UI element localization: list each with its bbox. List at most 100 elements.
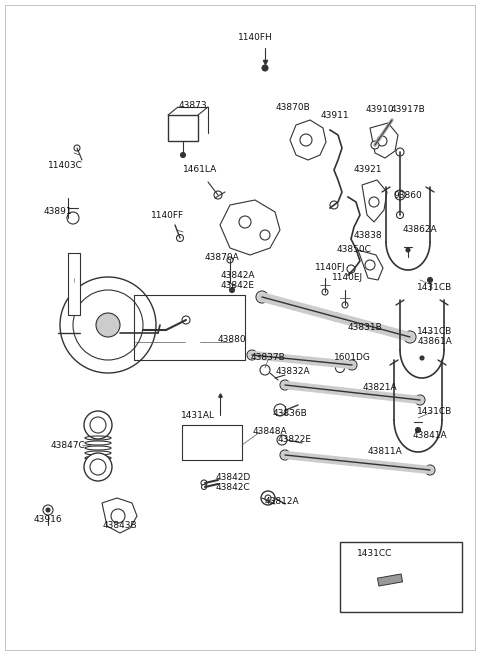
Circle shape xyxy=(396,148,404,156)
Circle shape xyxy=(43,505,53,515)
Circle shape xyxy=(365,260,375,270)
Circle shape xyxy=(347,360,357,370)
Circle shape xyxy=(332,313,340,321)
Circle shape xyxy=(227,257,233,263)
Circle shape xyxy=(84,411,112,439)
Circle shape xyxy=(280,380,290,390)
Text: 43873: 43873 xyxy=(179,100,207,109)
Circle shape xyxy=(277,435,287,445)
Circle shape xyxy=(377,136,387,146)
Circle shape xyxy=(177,234,183,242)
Circle shape xyxy=(300,134,312,146)
Text: 43842E: 43842E xyxy=(221,280,255,290)
Text: 1140EJ: 1140EJ xyxy=(333,274,363,282)
Text: 1431CB: 1431CB xyxy=(418,284,453,293)
Text: 43842D: 43842D xyxy=(216,472,251,481)
Circle shape xyxy=(347,265,355,273)
Circle shape xyxy=(46,508,50,512)
Text: 11403C: 11403C xyxy=(48,160,83,170)
Circle shape xyxy=(425,465,435,475)
Circle shape xyxy=(90,459,106,475)
Circle shape xyxy=(395,190,405,200)
Circle shape xyxy=(247,350,257,360)
Text: 43843B: 43843B xyxy=(103,521,137,529)
Circle shape xyxy=(342,302,348,308)
Circle shape xyxy=(90,417,106,433)
Polygon shape xyxy=(370,123,398,158)
Circle shape xyxy=(428,278,432,282)
Circle shape xyxy=(260,230,270,240)
Circle shape xyxy=(261,491,275,505)
Text: 43861A: 43861A xyxy=(418,337,452,346)
Text: 43841A: 43841A xyxy=(413,430,447,440)
Text: 43910: 43910 xyxy=(366,105,394,115)
Circle shape xyxy=(229,288,235,293)
Text: 43822E: 43822E xyxy=(278,436,312,445)
Text: 43891: 43891 xyxy=(44,208,72,217)
Text: 43911: 43911 xyxy=(321,111,349,119)
Circle shape xyxy=(201,480,207,486)
Text: 43836B: 43836B xyxy=(273,409,307,417)
Circle shape xyxy=(415,395,425,405)
Text: 43921: 43921 xyxy=(354,166,382,174)
Circle shape xyxy=(406,248,410,252)
Bar xyxy=(377,574,403,586)
Text: 43832A: 43832A xyxy=(276,367,310,377)
Polygon shape xyxy=(220,200,280,255)
Text: 1431CB: 1431CB xyxy=(418,328,453,337)
Circle shape xyxy=(260,365,270,375)
Text: 1140FJ: 1140FJ xyxy=(315,263,345,272)
Text: 1431CB: 1431CB xyxy=(418,407,453,417)
Bar xyxy=(68,253,80,315)
Text: 43838: 43838 xyxy=(354,231,382,240)
Text: 1431AL: 1431AL xyxy=(181,411,215,419)
Circle shape xyxy=(262,65,268,71)
Text: 43917B: 43917B xyxy=(391,105,425,115)
Circle shape xyxy=(67,212,79,224)
Bar xyxy=(340,542,462,612)
Text: 1461LA: 1461LA xyxy=(183,166,217,174)
Polygon shape xyxy=(290,120,326,160)
Circle shape xyxy=(330,201,338,209)
Circle shape xyxy=(73,290,143,360)
Text: 43847C: 43847C xyxy=(50,441,85,449)
Circle shape xyxy=(369,197,379,207)
Text: 43880: 43880 xyxy=(218,335,246,345)
Text: 43811A: 43811A xyxy=(368,447,402,457)
Text: 1601DG: 1601DG xyxy=(334,354,371,362)
Circle shape xyxy=(280,450,290,460)
Text: 43812A: 43812A xyxy=(264,498,300,506)
Circle shape xyxy=(202,485,206,489)
Text: 43831B: 43831B xyxy=(348,324,383,333)
Circle shape xyxy=(416,428,420,432)
Text: 43842A: 43842A xyxy=(221,271,255,280)
Text: 1140FH: 1140FH xyxy=(238,33,272,43)
Polygon shape xyxy=(362,180,387,222)
Text: 43850C: 43850C xyxy=(336,246,372,255)
Text: 43842C: 43842C xyxy=(216,483,250,491)
Circle shape xyxy=(96,313,120,337)
Text: 1140FF: 1140FF xyxy=(151,210,185,219)
Bar xyxy=(168,115,198,141)
Circle shape xyxy=(256,291,268,303)
Text: 93860: 93860 xyxy=(394,191,422,200)
Text: 43837B: 43837B xyxy=(251,354,286,362)
Circle shape xyxy=(371,141,379,149)
Circle shape xyxy=(111,509,125,523)
Circle shape xyxy=(74,145,80,151)
Polygon shape xyxy=(358,250,383,280)
Text: 43870A: 43870A xyxy=(204,253,240,263)
Circle shape xyxy=(274,404,286,416)
Circle shape xyxy=(60,277,156,373)
Circle shape xyxy=(239,216,251,228)
Text: 43862A: 43862A xyxy=(403,225,437,234)
Polygon shape xyxy=(102,498,137,533)
Text: 1431CC: 1431CC xyxy=(357,548,393,557)
Text: 43916: 43916 xyxy=(34,515,62,525)
Text: 43870B: 43870B xyxy=(276,103,311,113)
Circle shape xyxy=(336,364,345,373)
Circle shape xyxy=(404,331,416,343)
Text: 43821A: 43821A xyxy=(363,383,397,392)
Circle shape xyxy=(214,191,222,199)
Circle shape xyxy=(322,289,328,295)
